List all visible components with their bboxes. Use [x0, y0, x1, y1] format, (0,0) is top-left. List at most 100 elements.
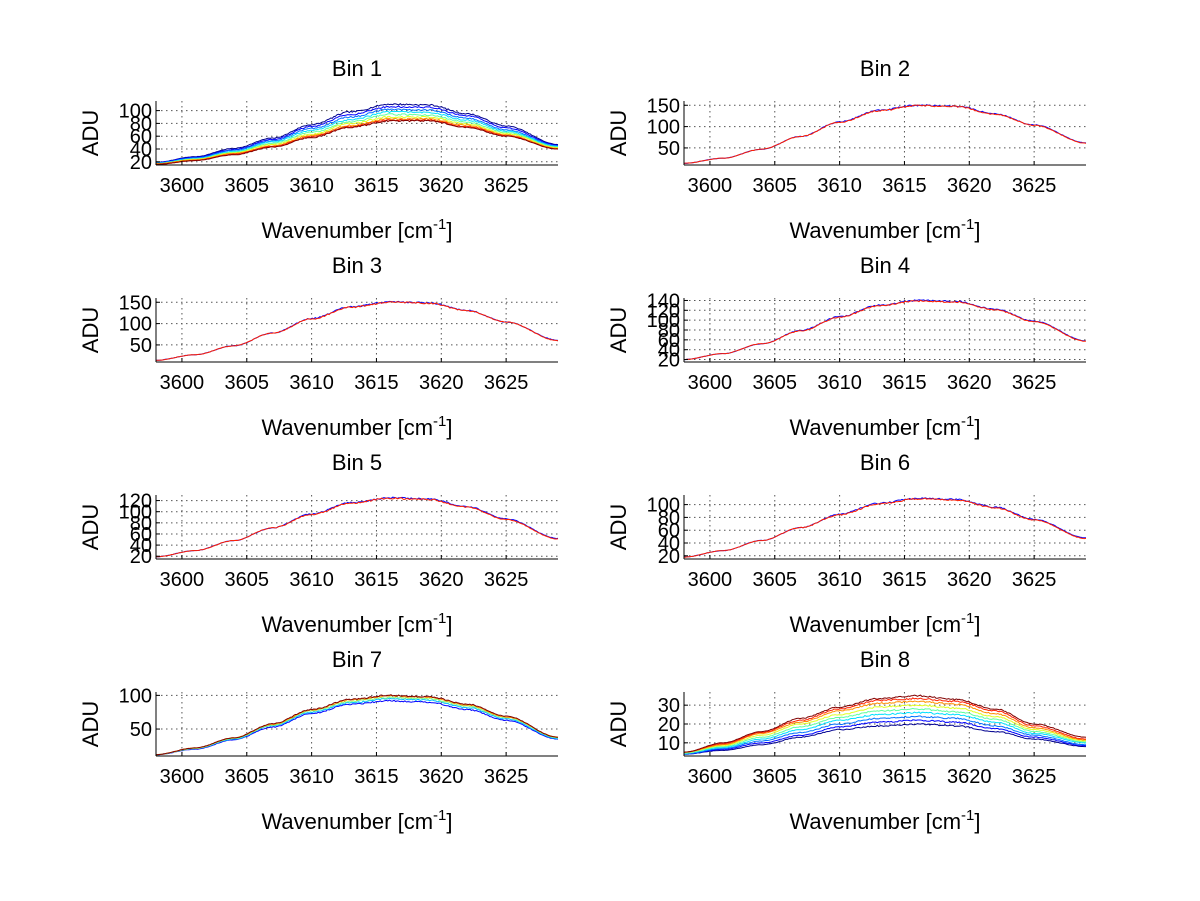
x-tick-label: 3600	[688, 372, 733, 394]
series-line-7	[155, 117, 559, 165]
y-tick-label: 80	[658, 320, 680, 342]
x-tick-label: 3625	[484, 175, 529, 197]
x-tick-label: 3615	[354, 372, 399, 394]
x-tick-label: 3620	[419, 766, 464, 788]
x-axis-label-end: ]	[446, 415, 452, 440]
x-tick-label: 3610	[817, 569, 862, 591]
subplot-title: Bin 4	[860, 253, 910, 278]
x-axis-label: Wavenumber [cm-1]	[261, 610, 452, 637]
x-tick-label: 3605	[225, 372, 270, 394]
x-tick-label: 3610	[289, 372, 334, 394]
y-axis-label: ADU	[606, 110, 631, 156]
y-tick-label: 80	[130, 513, 152, 535]
series-line-2	[155, 697, 559, 756]
series-line-6	[684, 704, 1087, 753]
x-tick-label: 3615	[354, 175, 399, 197]
x-tick-label: 3600	[160, 569, 205, 591]
subplot-bin-4: 3600 3605 3610 3615 3620 3625 2040608010012014…	[606, 253, 1087, 440]
series-line-3	[155, 696, 559, 756]
series-line-1	[683, 104, 1087, 164]
x-tick-label: 3600	[688, 175, 733, 197]
x-axis-label: Wavenumber [cm-1]	[789, 807, 980, 834]
x-axis-label-sup: -1	[961, 413, 974, 430]
x-axis-label-sup: -1	[961, 216, 974, 233]
x-axis-label: Wavenumber [cm-1]	[261, 413, 452, 440]
x-tick-label: 3620	[419, 372, 464, 394]
series-line-2	[155, 105, 558, 164]
x-axis-label-end: ]	[446, 809, 452, 834]
x-tick-label: 3605	[225, 175, 270, 197]
y-tick-label: 50	[130, 335, 152, 357]
series-line-2	[155, 301, 559, 361]
x-tick-label: 3625	[484, 569, 529, 591]
x-tick-label: 3625	[1012, 766, 1057, 788]
series-line-6	[155, 115, 558, 165]
y-tick-label: 100	[647, 495, 680, 517]
x-tick-label: 3620	[947, 175, 992, 197]
y-tick-label: 150	[119, 292, 152, 314]
series-line-1	[155, 496, 559, 558]
series-line-1	[155, 103, 559, 163]
y-tick-label: 100	[119, 101, 152, 123]
x-axis-label-main: Wavenumber [cm	[261, 809, 433, 834]
x-tick-label: 3605	[753, 372, 798, 394]
x-axis-label: Wavenumber [cm-1]	[789, 413, 980, 440]
series-line-2	[683, 104, 1087, 164]
subplot-title: Bin 7	[332, 647, 382, 672]
y-tick-label: 150	[647, 95, 680, 117]
subplot-title: Bin 3	[332, 253, 382, 278]
y-tick-label: 60	[658, 330, 680, 352]
x-tick-label: 3625	[1012, 569, 1057, 591]
x-axis-label-end: ]	[974, 809, 980, 834]
series-line-9	[156, 119, 559, 165]
y-tick-label: 40	[130, 535, 152, 557]
series-line-2	[683, 497, 1087, 558]
x-axis-label-sup: -1	[433, 807, 446, 824]
y-tick-label: 80	[658, 507, 680, 529]
x-axis-label-main: Wavenumber [cm	[261, 612, 433, 637]
y-tick-label: 20	[130, 152, 152, 174]
y-tick-label: 60	[130, 126, 152, 148]
y-axis-label: ADU	[78, 307, 103, 353]
y-axis-label: ADU	[78, 504, 103, 550]
x-tick-label: 3620	[947, 569, 992, 591]
y-tick-label: 10	[658, 733, 680, 755]
x-tick-label: 3605	[753, 569, 798, 591]
series-line-3	[155, 108, 559, 164]
series-line-8	[683, 697, 1087, 753]
y-tick-label: 100	[647, 310, 680, 332]
y-tick-label: 20	[130, 546, 152, 568]
x-axis-label-main: Wavenumber [cm	[789, 218, 961, 243]
x-tick-label: 3600	[688, 766, 733, 788]
series-line-1	[155, 300, 559, 361]
y-tick-label: 80	[130, 113, 152, 135]
y-tick-label: 100	[119, 502, 152, 524]
x-tick-label: 3600	[160, 372, 205, 394]
x-axis-label-end: ]	[446, 218, 452, 243]
x-axis-label: Wavenumber [cm-1]	[789, 216, 980, 243]
x-tick-label: 3610	[817, 175, 862, 197]
y-axis-label: ADU	[606, 504, 631, 550]
x-tick-label: 3615	[354, 766, 399, 788]
subplot-title: Bin 8	[860, 647, 910, 672]
y-tick-label: 50	[658, 138, 680, 160]
x-tick-label: 3610	[289, 175, 334, 197]
y-tick-label: 50	[130, 719, 152, 741]
x-tick-label: 3615	[882, 372, 927, 394]
series-line-7	[684, 700, 1087, 753]
x-tick-label: 3605	[225, 569, 270, 591]
series-line-2	[683, 719, 1087, 755]
series-line-5	[155, 694, 559, 756]
x-tick-label: 3605	[753, 766, 798, 788]
series-line-4	[155, 110, 558, 164]
y-tick-label: 20	[658, 546, 680, 568]
y-tick-label: 60	[130, 524, 152, 546]
x-tick-label: 3625	[484, 766, 529, 788]
y-tick-label: 40	[658, 340, 680, 362]
y-tick-label: 40	[130, 139, 152, 161]
series-line-1	[683, 497, 1086, 558]
y-axis-label: ADU	[78, 701, 103, 747]
x-axis-label: Wavenumber [cm-1]	[261, 216, 452, 243]
